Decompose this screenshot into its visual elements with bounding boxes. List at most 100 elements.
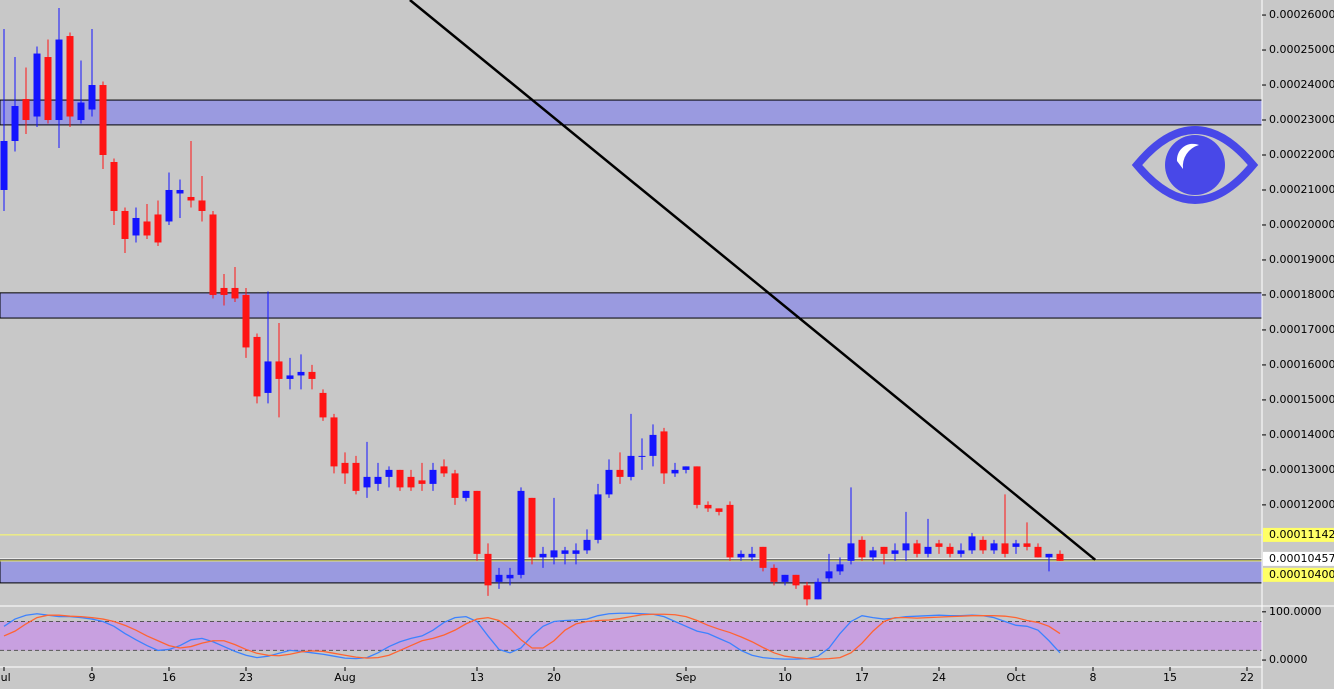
candle-body <box>253 336 261 397</box>
candle-body <box>209 214 217 295</box>
x-tick-label: 24 <box>932 671 946 684</box>
candle-body <box>132 217 140 236</box>
candle-body <box>638 455 646 457</box>
candle-body <box>869 550 877 558</box>
candle-body <box>539 553 547 558</box>
zone <box>0 292 1263 319</box>
y-tick-label: 0.00022000 <box>1269 148 1334 161</box>
candle-body <box>550 550 558 558</box>
candle-body <box>594 494 602 540</box>
candle-body <box>363 476 371 488</box>
candle-body <box>1023 543 1031 547</box>
candle-body <box>396 469 404 488</box>
candle-body <box>979 539 987 551</box>
oscillator-band <box>0 621 1262 651</box>
candle-body <box>924 546 932 554</box>
candle-body <box>451 473 459 498</box>
candle-body <box>77 102 85 121</box>
candle-body <box>1012 543 1020 547</box>
x-tick-label: 20 <box>547 671 561 684</box>
candle-body <box>418 480 426 484</box>
candle-body <box>583 539 591 551</box>
zone <box>0 99 1263 126</box>
candle-body <box>0 141 8 190</box>
level-label: 0.00011142 <box>1269 528 1334 541</box>
candle-body <box>627 455 635 477</box>
candle-body <box>902 543 910 551</box>
candle-body <box>781 574 789 582</box>
candle-body <box>891 550 899 554</box>
candle-body <box>1001 543 1009 554</box>
x-tick-label: Oct <box>1006 671 1026 684</box>
plot <box>0 0 1263 660</box>
candle-body <box>22 99 30 121</box>
candle-body <box>968 536 976 551</box>
candle-body <box>1056 553 1064 561</box>
candle-body <box>858 539 866 558</box>
candle-body <box>286 375 294 379</box>
candle-body <box>110 161 118 211</box>
candle-body <box>836 564 844 572</box>
candle-body <box>11 106 19 142</box>
candle-body <box>517 490 525 575</box>
x-tick-label: 13 <box>470 671 484 684</box>
candle-body <box>847 543 855 561</box>
candle-body <box>803 585 811 600</box>
candle-body <box>616 469 624 477</box>
candle-body <box>33 53 41 117</box>
candle-body <box>154 214 162 243</box>
candle-body <box>143 221 151 236</box>
candle-body <box>198 200 206 211</box>
eye-icon <box>1131 126 1259 204</box>
candle-body <box>341 462 349 474</box>
candle-body <box>770 567 778 582</box>
candle-body <box>473 490 481 554</box>
candle-body <box>825 571 833 579</box>
candle-body <box>748 553 756 558</box>
candle-body <box>462 490 470 498</box>
y-tick-label: 0.00023000 <box>1269 113 1334 126</box>
candle-body <box>759 546 767 568</box>
x-tick-label: 8 <box>1090 671 1097 684</box>
candle-body <box>429 469 437 484</box>
candle-body <box>330 417 338 467</box>
candle-body <box>660 431 668 474</box>
level-label-bg <box>1263 567 1334 582</box>
candle-body <box>231 287 239 299</box>
x-tick-label: Aug <box>334 671 355 684</box>
candle-body <box>814 581 822 600</box>
candle-body <box>121 210 129 239</box>
candle-body <box>66 36 74 117</box>
x-tick-label: 23 <box>239 671 253 684</box>
candle-body <box>88 85 96 110</box>
candle-body <box>649 434 657 456</box>
candle-body <box>1045 553 1053 558</box>
candle-body <box>506 574 514 579</box>
candle-body <box>44 57 52 121</box>
candle-body <box>737 553 745 558</box>
candle-body <box>99 85 107 155</box>
x-tick-label: Jul <box>0 671 11 684</box>
candle-body <box>319 392 327 418</box>
y-tick-label: 0.00015000 <box>1269 393 1334 406</box>
candle-body <box>1034 546 1042 558</box>
candle-body <box>220 287 228 295</box>
candle-body <box>704 504 712 509</box>
level-label: 0.00010457 <box>1269 552 1334 565</box>
candle-body <box>715 508 723 512</box>
y-tick-label: 0.00026000 <box>1269 8 1334 21</box>
candle-body <box>495 574 503 582</box>
level-label-bg <box>1263 527 1334 542</box>
y-tick-label: 0.00013000 <box>1269 463 1334 476</box>
y-tick-label: 0.00018000 <box>1269 288 1334 301</box>
y-tick-label: 0.00019000 <box>1269 253 1334 266</box>
y-tick-label: 0.00012000 <box>1269 498 1334 511</box>
candle-body <box>605 469 613 495</box>
candle-body <box>484 553 492 586</box>
level-label: 0.00010400 <box>1269 568 1334 581</box>
candle-body <box>693 466 701 505</box>
candle-body <box>275 361 283 379</box>
osc-tick-label: 0.0000 <box>1269 653 1308 666</box>
candle-body <box>242 294 250 348</box>
